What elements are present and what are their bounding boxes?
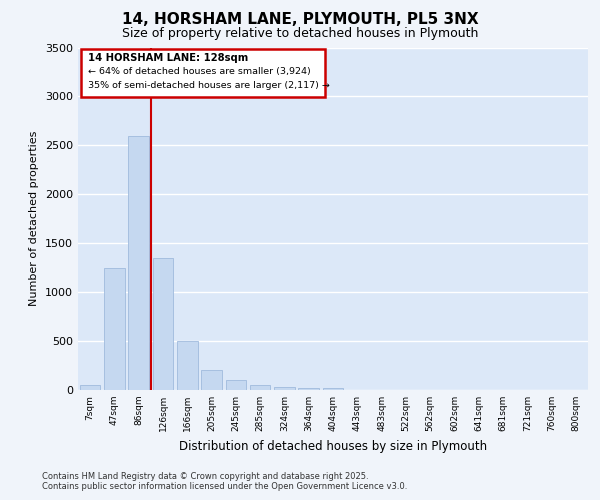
Bar — [298, 388, 319, 390]
Text: Contains public sector information licensed under the Open Government Licence v3: Contains public sector information licen… — [42, 482, 407, 491]
FancyBboxPatch shape — [80, 49, 325, 97]
Bar — [201, 370, 222, 390]
Text: ← 64% of detached houses are smaller (3,924): ← 64% of detached houses are smaller (3,… — [88, 67, 311, 76]
X-axis label: Distribution of detached houses by size in Plymouth: Distribution of detached houses by size … — [179, 440, 487, 452]
Bar — [152, 258, 173, 390]
Text: 14, HORSHAM LANE, PLYMOUTH, PL5 3NX: 14, HORSHAM LANE, PLYMOUTH, PL5 3NX — [122, 12, 478, 28]
Text: Size of property relative to detached houses in Plymouth: Size of property relative to detached ho… — [122, 28, 478, 40]
Bar — [226, 380, 246, 390]
Bar — [250, 385, 271, 390]
Bar — [323, 388, 343, 390]
Bar — [104, 268, 125, 390]
Text: Contains HM Land Registry data © Crown copyright and database right 2025.: Contains HM Land Registry data © Crown c… — [42, 472, 368, 481]
Bar — [274, 387, 295, 390]
Text: 35% of semi-detached houses are larger (2,117) →: 35% of semi-detached houses are larger (… — [88, 80, 330, 90]
Bar — [177, 341, 197, 390]
Y-axis label: Number of detached properties: Number of detached properties — [29, 131, 40, 306]
Bar — [80, 385, 100, 390]
Bar — [128, 136, 149, 390]
Text: 14 HORSHAM LANE: 128sqm: 14 HORSHAM LANE: 128sqm — [88, 54, 248, 64]
